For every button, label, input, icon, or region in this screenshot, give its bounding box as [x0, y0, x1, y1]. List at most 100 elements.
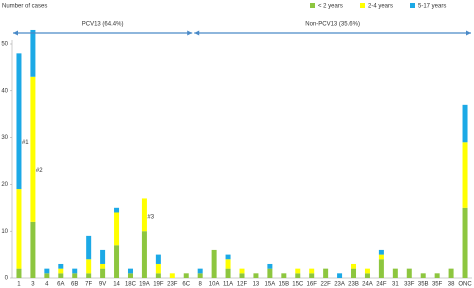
x-tick-label: 14	[113, 282, 120, 288]
bar-segment	[239, 273, 245, 278]
bar-segment	[225, 254, 231, 260]
bar-segment	[86, 235, 92, 260]
bar-segment	[72, 273, 78, 278]
bar-segment	[155, 273, 161, 278]
bar-segment	[378, 249, 384, 255]
x-tick-label: 16F	[307, 282, 318, 288]
x-tick-label: 31	[392, 282, 399, 288]
bar-segment	[44, 273, 50, 278]
bar-segment	[295, 273, 301, 278]
bar-segment	[100, 268, 106, 278]
bar-segment	[406, 268, 412, 278]
bar-segment	[16, 189, 22, 269]
x-tick-label: 22F	[320, 282, 331, 288]
y-tick-label: 10	[1, 229, 8, 235]
x-tick-label: 6A	[57, 282, 64, 288]
bar-segment	[127, 273, 133, 278]
x-tick-label: 23B	[348, 282, 359, 288]
x-tick-label: 3	[31, 282, 35, 288]
bar-segment	[58, 268, 64, 274]
bar-segment	[225, 259, 231, 269]
bar-segment	[16, 268, 22, 278]
bar-segment	[225, 268, 231, 278]
x-tick-label: 15C	[292, 282, 304, 288]
x-tick-label: 24F	[376, 282, 387, 288]
bar-segment	[462, 207, 468, 278]
group-label: PCV13 (64.4%)	[82, 22, 124, 28]
bar-segment	[392, 268, 398, 278]
x-tick-label: 8	[199, 282, 203, 288]
x-tick-label: 23F	[167, 282, 178, 288]
bar-segment	[378, 254, 384, 260]
bar-segment	[114, 207, 120, 213]
bar-segment	[309, 273, 315, 278]
bar-segment	[197, 268, 203, 274]
bar-segment	[323, 268, 329, 278]
x-tick-label: 15B	[278, 282, 289, 288]
x-tick-label: 12F	[237, 282, 248, 288]
y-axis-label: Number of cases	[2, 4, 47, 10]
bar-segment	[364, 273, 370, 278]
annotation: #2	[36, 168, 43, 174]
x-tick-label: 9V	[99, 282, 106, 288]
y-tick-label: 30	[1, 135, 8, 141]
bar-segment	[420, 273, 426, 278]
x-tick-label: 7F	[85, 282, 92, 288]
bar-segment	[58, 273, 64, 278]
annotation: #1	[22, 140, 29, 146]
bar-segment	[141, 231, 147, 278]
bar-segment	[114, 245, 120, 278]
bar-segment	[239, 268, 245, 274]
x-tick-label: 10A	[209, 282, 220, 288]
bar-segment	[183, 273, 189, 278]
bar-segment	[364, 268, 370, 274]
bar-segment	[448, 268, 454, 278]
y-tick-label: 0	[5, 276, 9, 282]
x-tick-label: 11A	[223, 282, 233, 288]
bar-segment	[351, 263, 357, 269]
bar-segment	[141, 198, 147, 232]
x-tick-label: 6C	[182, 282, 190, 288]
bar-segment	[86, 259, 92, 274]
legend-swatch	[410, 3, 415, 8]
x-tick-label: 35F	[432, 282, 443, 288]
bar-segment	[309, 268, 315, 274]
bar-segment	[197, 273, 203, 278]
bar-segment	[462, 142, 468, 208]
y-tick-label: 20	[1, 182, 8, 188]
bar-segment	[169, 273, 175, 278]
x-tick-label: 1	[17, 282, 21, 288]
bar-segment	[378, 259, 384, 278]
x-tick-label: 19F	[153, 282, 164, 288]
group-label: Non-PCV13 (35.6%)	[305, 22, 360, 28]
bar-segment	[30, 221, 36, 278]
bar-segment	[267, 263, 273, 269]
x-tick-label: 38	[448, 282, 455, 288]
bar-segment	[100, 249, 106, 264]
legend-label: < 2 years	[318, 4, 343, 10]
x-tick-label: ONC	[458, 282, 472, 288]
x-tick-label: 24A	[362, 282, 373, 288]
bar-segment	[337, 273, 343, 278]
legend-swatch	[360, 3, 365, 8]
bar-segment	[58, 263, 64, 269]
bar-segment	[100, 263, 106, 269]
bar-segment	[351, 268, 357, 278]
bar-segment	[211, 249, 217, 278]
bar-segment	[44, 268, 50, 274]
bar-segment	[72, 268, 78, 274]
bar-segment	[127, 268, 133, 274]
x-tick-label: 4	[45, 282, 49, 288]
legend-label: 2-4 years	[368, 4, 393, 10]
bar-segment	[30, 29, 36, 77]
bar-segment	[281, 273, 287, 278]
x-tick-label: 19A	[139, 282, 150, 288]
x-tick-label: 15A	[265, 282, 276, 288]
bar-segment	[114, 212, 120, 246]
x-tick-label: 33F	[404, 282, 415, 288]
annotation: #3	[147, 215, 154, 221]
bar-segment	[155, 263, 161, 274]
x-tick-label: 6B	[71, 282, 78, 288]
bar-segment	[434, 273, 440, 278]
